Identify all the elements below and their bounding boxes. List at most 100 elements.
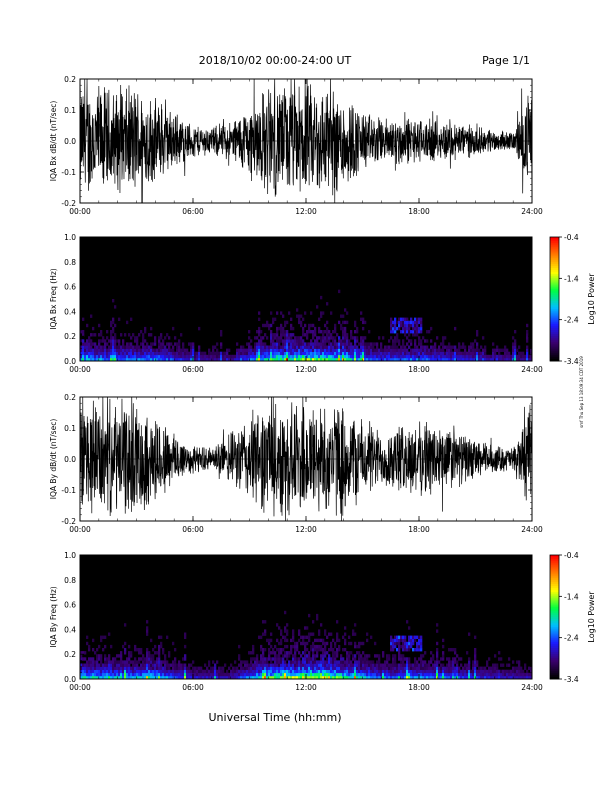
heatmap-cell <box>518 357 521 362</box>
heatmap-cell <box>270 644 273 649</box>
heatmap-cell <box>282 342 285 346</box>
heatmap-cell <box>270 660 273 664</box>
heatmap-cell <box>154 672 157 677</box>
heatmap-cell <box>372 672 375 677</box>
heatmap-cell <box>150 342 153 346</box>
heatmap-cell <box>302 641 305 646</box>
colorbar-step <box>550 648 559 651</box>
heatmap-cell <box>354 654 357 658</box>
x-tick-label: 18:00 <box>408 525 430 534</box>
heatmap-cell <box>376 663 379 667</box>
heatmap-cell <box>314 666 317 670</box>
heatmap-cell <box>236 666 239 670</box>
heatmap-cell <box>178 660 181 664</box>
heatmap-cell <box>312 354 315 359</box>
heatmap-cell <box>172 354 175 359</box>
heatmap-cell <box>206 666 209 670</box>
heatmap-cell <box>420 320 423 325</box>
heatmap-cell <box>88 657 91 661</box>
heatmap-cell <box>216 342 219 346</box>
heatmap-cell <box>172 345 175 349</box>
heatmap-cell <box>304 323 307 328</box>
heatmap-cell <box>132 348 135 352</box>
heatmap-cell <box>114 336 117 340</box>
heatmap-cell <box>196 669 199 674</box>
heatmap-cell <box>340 348 343 352</box>
heatmap-cell <box>304 651 307 655</box>
heatmap-cell <box>340 672 343 677</box>
heatmap-cell <box>302 675 305 680</box>
heatmap-cell <box>360 342 363 346</box>
heatmap-cell <box>488 666 491 670</box>
heatmap-cell <box>352 354 355 359</box>
heatmap-cell <box>180 669 183 674</box>
heatmap-cell <box>414 663 417 667</box>
colorbar-step <box>550 652 559 655</box>
heatmap-cell <box>208 675 211 680</box>
heatmap-cell <box>472 351 475 356</box>
heatmap-cell <box>248 330 251 334</box>
heatmap-cell <box>100 348 103 352</box>
heatmap-cell <box>338 675 341 680</box>
heatmap-cell <box>110 339 113 343</box>
heatmap-cell <box>452 663 455 667</box>
heatmap-cell <box>460 675 463 680</box>
heatmap-cell <box>276 345 279 349</box>
heatmap-cell <box>338 342 341 346</box>
heatmap-cell <box>386 657 389 661</box>
heatmap-cell <box>182 345 185 349</box>
heatmap-cell <box>342 675 345 680</box>
heatmap-cell <box>122 345 125 349</box>
heatmap-cell <box>392 342 395 346</box>
heatmap-cell <box>120 654 123 658</box>
heatmap-cell <box>460 663 463 667</box>
heatmap-cell <box>134 351 137 356</box>
heatmap-cell <box>312 663 315 667</box>
heatmap-cell <box>128 654 131 658</box>
heatmap-cell <box>260 345 263 349</box>
heatmap-cell <box>80 669 83 674</box>
heatmap-cell <box>312 648 315 652</box>
heatmap-cell <box>196 675 199 680</box>
y-tick-label: 0.6 <box>64 601 76 610</box>
heatmap-cell <box>108 663 111 667</box>
colorbar-step <box>550 676 559 680</box>
heatmap-cell <box>200 675 203 680</box>
heatmap-cell <box>106 330 109 334</box>
heatmap-cell <box>300 320 303 325</box>
heatmap-cell <box>324 675 327 680</box>
heatmap-cell <box>426 672 429 677</box>
heatmap-cell <box>164 345 167 349</box>
heatmap-cell <box>80 348 83 352</box>
heatmap-cell <box>318 666 321 670</box>
heatmap-cell <box>168 675 171 680</box>
heatmap-cell <box>86 672 89 677</box>
heatmap-cell <box>394 326 397 331</box>
heatmap-cell <box>362 672 365 677</box>
heatmap-cell <box>264 354 267 359</box>
heatmap-cell <box>322 345 325 349</box>
heatmap-cell <box>264 620 267 624</box>
heatmap-cell <box>142 333 145 337</box>
colorbar-step <box>550 245 559 248</box>
heatmap-cell <box>506 348 509 352</box>
x-tick-label: 00:00 <box>69 365 91 374</box>
heatmap-cell <box>450 648 453 652</box>
heatmap-cell <box>340 654 343 658</box>
heatmap-cell <box>326 663 329 667</box>
heatmap-cell <box>112 660 115 664</box>
heatmap-cell <box>364 675 367 680</box>
heatmap-cell <box>442 654 445 658</box>
heatmap-cell <box>318 351 321 356</box>
heatmap-cell <box>308 657 311 661</box>
heatmap-cell <box>408 648 411 652</box>
heatmap-cell <box>522 669 525 674</box>
heatmap-cell <box>358 672 361 677</box>
heatmap-cell <box>476 330 479 334</box>
heatmap-cell <box>298 638 301 643</box>
heatmap-cell <box>168 354 171 359</box>
heatmap-cell <box>310 663 313 667</box>
heatmap-cell <box>172 351 175 356</box>
heatmap-cell <box>314 654 317 658</box>
heatmap-cell <box>288 333 291 337</box>
